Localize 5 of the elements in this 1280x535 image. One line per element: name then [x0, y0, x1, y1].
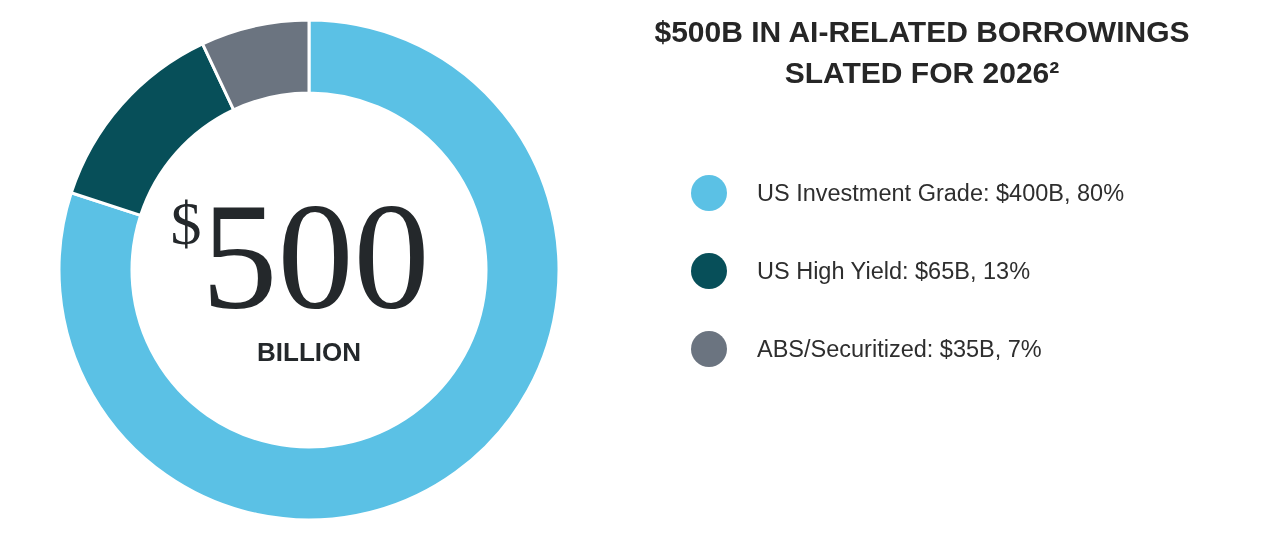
legend-label: US High Yield: $65B, 13%	[757, 257, 1031, 285]
text: $500B IN AI-RELATED BORROWINGS SLATED FOR 2026²	[653, 14, 1191, 91]
donut-slice	[57, 18, 561, 522]
legend-label: US Investment Grade: $400B, 80%	[757, 179, 1125, 207]
legend-label: ABS/Securitized: $35B, 7%	[757, 335, 1042, 363]
